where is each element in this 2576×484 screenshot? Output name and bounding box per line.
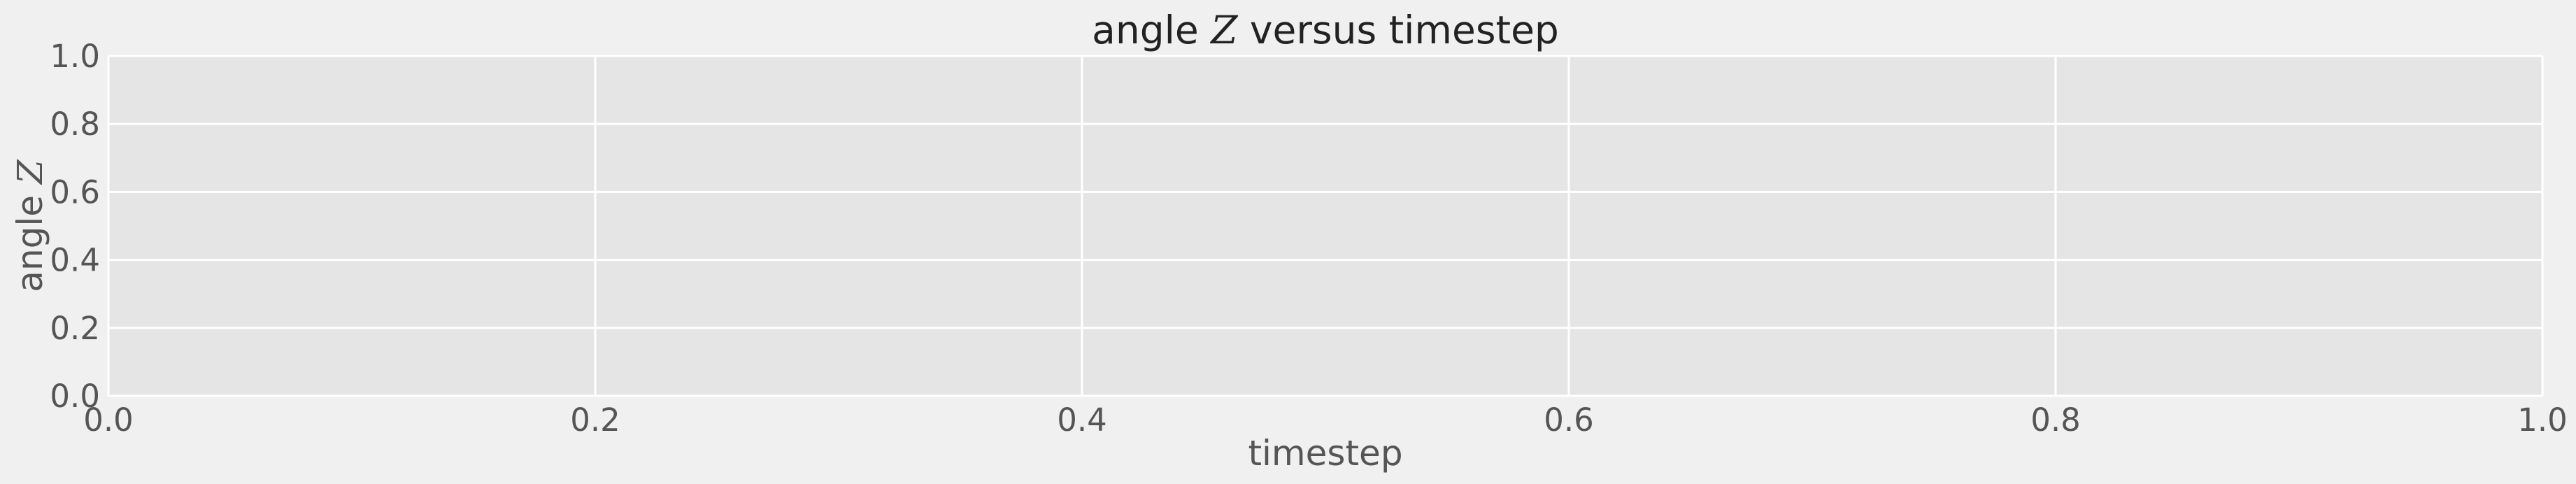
x-tick-label: 0.4 — [1057, 401, 1107, 439]
y-tick-label: 1.0 — [50, 38, 100, 75]
x-tick-label: 0.8 — [2030, 401, 2081, 439]
y-axis-label: angle Z — [10, 159, 50, 292]
x-tick-label: 0.6 — [1544, 401, 1594, 439]
x-tick-label: 0.0 — [83, 401, 134, 439]
x-tick-labels: 0.0 0.2 0.4 0.6 0.8 1.0 — [83, 401, 2568, 439]
plot-area — [108, 56, 2542, 396]
title-variable: Z — [1209, 8, 1238, 52]
y-tick-labels: 0.0 0.2 0.4 0.6 0.8 1.0 — [50, 38, 100, 415]
y-tick-label: 0.4 — [50, 242, 100, 279]
x-axis-label: timestep — [1248, 433, 1402, 474]
x-tick-label: 0.2 — [570, 401, 620, 439]
x-tick-label: 1.0 — [2517, 401, 2568, 439]
y-tick-label: 0.0 — [50, 378, 100, 415]
y-tick-label: 0.8 — [50, 106, 100, 143]
grid-lines — [107, 55, 2544, 397]
y-tick-label: 0.2 — [50, 310, 100, 347]
y-tick-label: 0.6 — [50, 173, 100, 211]
y-axis-variable: Z — [10, 159, 50, 185]
chart-title: angle Z versus timestep — [1092, 8, 1559, 52]
